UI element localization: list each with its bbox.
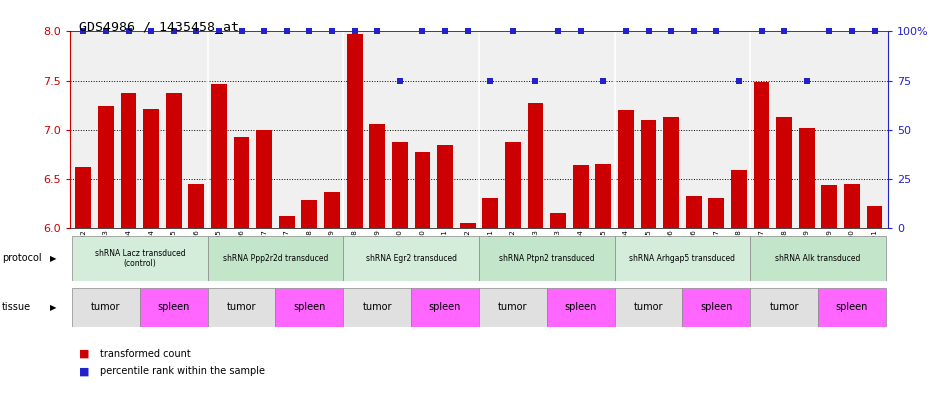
Text: ■: ■ [79, 349, 89, 359]
Text: spleen: spleen [429, 302, 461, 312]
Text: shRNA Ppp2r2d transduced: shRNA Ppp2r2d transduced [223, 254, 328, 263]
Bar [140, 288, 207, 327]
Text: shRNA Arhgap5 transduced: shRNA Arhgap5 transduced [630, 254, 736, 263]
Text: shRNA Alk transduced: shRNA Alk transduced [776, 254, 861, 263]
Text: tumor: tumor [91, 302, 121, 312]
Bar [777, 117, 792, 228]
Bar [301, 200, 317, 228]
Bar [207, 288, 275, 327]
Text: ▶: ▶ [50, 254, 57, 263]
Bar [279, 216, 295, 228]
Bar [437, 145, 453, 228]
Bar [72, 288, 140, 327]
Bar [618, 110, 634, 228]
Bar [867, 206, 883, 228]
Bar [121, 94, 137, 228]
Bar [75, 167, 91, 228]
Bar [641, 120, 657, 228]
Bar [844, 184, 860, 228]
Bar [347, 35, 363, 228]
Bar [799, 128, 815, 228]
Text: spleen: spleen [836, 302, 869, 312]
Bar [415, 152, 431, 228]
Text: spleen: spleen [293, 302, 325, 312]
Bar [392, 142, 407, 228]
Bar [821, 185, 837, 228]
Text: tumor: tumor [498, 302, 527, 312]
Bar [459, 223, 475, 228]
Text: ▶: ▶ [50, 303, 57, 312]
Text: tumor: tumor [363, 302, 392, 312]
Bar [505, 142, 521, 228]
Bar [257, 130, 272, 228]
Bar [615, 288, 683, 327]
Bar [683, 288, 751, 327]
Text: tissue: tissue [2, 302, 31, 312]
Bar [211, 84, 227, 228]
Bar [189, 184, 205, 228]
Text: spleen: spleen [565, 302, 597, 312]
Bar [615, 236, 751, 281]
Bar [751, 236, 886, 281]
Bar [411, 288, 479, 327]
Text: spleen: spleen [157, 302, 190, 312]
Text: protocol: protocol [2, 253, 42, 263]
Bar [343, 288, 411, 327]
Bar [207, 236, 343, 281]
Bar [483, 198, 498, 228]
Bar [685, 196, 701, 228]
Bar [479, 288, 547, 327]
Text: tumor: tumor [769, 302, 799, 312]
Bar [573, 165, 589, 228]
Bar [731, 170, 747, 228]
Bar [479, 236, 615, 281]
Text: GDS4986 / 1435458_at: GDS4986 / 1435458_at [79, 20, 239, 33]
Bar [753, 82, 769, 228]
Bar [275, 288, 343, 327]
Bar [751, 288, 818, 327]
Bar [527, 103, 543, 228]
Bar [72, 236, 207, 281]
Bar [595, 164, 611, 228]
Bar [663, 117, 679, 228]
Text: spleen: spleen [700, 302, 733, 312]
Text: ■: ■ [79, 366, 89, 376]
Bar [547, 288, 615, 327]
Text: shRNA Lacz transduced
(control): shRNA Lacz transduced (control) [95, 249, 185, 268]
Text: transformed count: transformed count [100, 349, 191, 359]
Text: tumor: tumor [633, 302, 663, 312]
Text: shRNA Egr2 transduced: shRNA Egr2 transduced [365, 254, 457, 263]
Bar [818, 288, 886, 327]
Bar [343, 236, 479, 281]
Bar [143, 109, 159, 228]
Text: shRNA Ptpn2 transduced: shRNA Ptpn2 transduced [499, 254, 594, 263]
Bar [98, 106, 113, 228]
Bar [551, 213, 566, 228]
Bar [233, 137, 249, 228]
Text: tumor: tumor [227, 302, 257, 312]
Bar [709, 198, 724, 228]
Bar [369, 124, 385, 228]
Bar [166, 94, 181, 228]
Text: percentile rank within the sample: percentile rank within the sample [100, 366, 264, 376]
Bar [324, 191, 339, 228]
